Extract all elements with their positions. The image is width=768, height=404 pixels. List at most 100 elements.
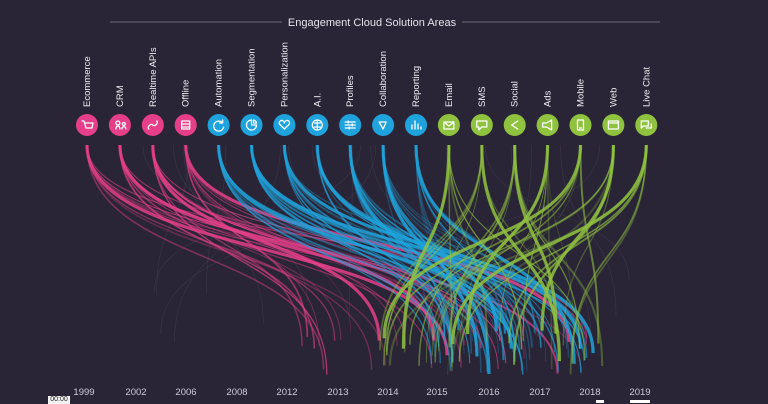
flow-curve bbox=[481, 144, 555, 334]
category-label: Ads bbox=[543, 90, 554, 107]
flow-curve bbox=[446, 144, 461, 298]
flow-curve bbox=[465, 144, 550, 335]
users-icon bbox=[115, 120, 127, 130]
year-label: 2014 bbox=[377, 387, 398, 398]
flow-curve bbox=[152, 144, 398, 347]
flow-curve bbox=[142, 144, 427, 310]
year-label: 2016 bbox=[478, 387, 499, 398]
year-label: 2013 bbox=[327, 387, 348, 398]
icon-circle[interactable] bbox=[437, 114, 460, 136]
heart-icon bbox=[278, 119, 291, 130]
year-label: 2015 bbox=[426, 387, 447, 398]
flow-curve bbox=[119, 144, 433, 368]
category-labels: Ecommerce CRM Realtime APIs Offline Automati… bbox=[82, 42, 652, 107]
category-icon-button[interactable] bbox=[76, 114, 98, 136]
category-label: Segmentation bbox=[247, 48, 258, 107]
flow-curve bbox=[154, 144, 361, 292]
flow-curve bbox=[311, 144, 575, 346]
flow-curve bbox=[437, 144, 581, 352]
category-icon-button[interactable] bbox=[602, 114, 625, 136]
category-label: Email bbox=[444, 83, 455, 107]
category-label: Personalization bbox=[279, 42, 290, 107]
video-progress-fill[interactable] bbox=[630, 400, 650, 403]
icon-circle[interactable] bbox=[635, 114, 658, 136]
flow-curve bbox=[172, 144, 308, 303]
category-icon-button[interactable] bbox=[372, 114, 395, 136]
flow-curve bbox=[156, 144, 190, 295]
category-icon-button[interactable] bbox=[437, 114, 460, 136]
icon-circle[interactable] bbox=[207, 114, 230, 136]
flow-curve bbox=[316, 144, 582, 373]
envelope-icon bbox=[443, 121, 455, 130]
flow-curve bbox=[431, 144, 615, 338]
icon-circle[interactable] bbox=[470, 114, 493, 136]
api-link-icon bbox=[147, 120, 158, 130]
year-label: 1999 bbox=[73, 387, 94, 398]
category-icon-button[interactable] bbox=[240, 114, 263, 136]
category-icon-button[interactable] bbox=[635, 114, 658, 136]
year-label: 2018 bbox=[579, 387, 600, 398]
flow-curve bbox=[546, 144, 553, 370]
icon-circle[interactable] bbox=[76, 114, 98, 136]
flow-curve bbox=[579, 144, 600, 344]
flow-curve bbox=[249, 144, 583, 349]
flow-curve bbox=[508, 144, 648, 344]
network-icon bbox=[378, 121, 387, 130]
flow-curve bbox=[348, 144, 354, 315]
category-icon-button[interactable] bbox=[503, 114, 526, 136]
flow-curve bbox=[490, 144, 532, 359]
category-label: Mobile bbox=[576, 79, 587, 107]
category-icon-button[interactable] bbox=[141, 114, 164, 136]
flow-curve bbox=[174, 144, 281, 342]
flow-curve bbox=[409, 144, 615, 345]
flow-curve bbox=[349, 144, 446, 337]
category-label: Offline bbox=[181, 80, 192, 107]
flow-curve bbox=[250, 144, 517, 350]
flow-curve bbox=[448, 144, 523, 350]
icon-circle[interactable] bbox=[569, 114, 592, 136]
flow-curve bbox=[183, 144, 264, 324]
flow-curve bbox=[382, 144, 431, 352]
year-axis: 1999 2002 2006 2008 2012 2013 2014 2015 2016 2017… bbox=[73, 387, 650, 398]
flow-curve bbox=[512, 144, 615, 365]
flow-curve bbox=[513, 144, 558, 334]
icon-circle[interactable] bbox=[503, 114, 526, 136]
category-label: Automation bbox=[214, 59, 225, 107]
category-icon-button[interactable] bbox=[569, 114, 592, 136]
flow-curve bbox=[283, 144, 499, 353]
category-icon-button[interactable] bbox=[470, 114, 493, 136]
icon-circle[interactable] bbox=[405, 114, 427, 136]
category-icon-button[interactable] bbox=[174, 114, 197, 136]
category-icon-button[interactable] bbox=[339, 114, 362, 136]
flow-curve bbox=[316, 144, 588, 358]
video-progress-marker[interactable] bbox=[596, 400, 604, 403]
flow-curve bbox=[451, 144, 648, 345]
flow-curve bbox=[560, 144, 617, 317]
category-icon-button[interactable] bbox=[536, 114, 559, 136]
year-label: 2017 bbox=[529, 387, 550, 398]
icon-circle[interactable] bbox=[273, 114, 296, 136]
flow-curve bbox=[395, 144, 600, 303]
share-icon bbox=[511, 120, 519, 130]
chat-bubble-icon bbox=[476, 120, 488, 131]
flow-curve bbox=[283, 144, 490, 349]
category-icon-button[interactable] bbox=[306, 114, 329, 136]
icon-circle[interactable] bbox=[108, 114, 131, 136]
flow-curve bbox=[447, 144, 488, 342]
category-icon-button[interactable] bbox=[405, 114, 427, 136]
category-icons bbox=[76, 114, 658, 136]
category-icon-button[interactable] bbox=[273, 114, 296, 136]
flow-curve bbox=[450, 144, 615, 372]
year-label: 2008 bbox=[226, 387, 247, 398]
category-icon-button[interactable] bbox=[108, 114, 131, 136]
icon-circle[interactable] bbox=[372, 114, 395, 136]
flow-curve bbox=[119, 144, 342, 341]
icon-circle[interactable] bbox=[536, 114, 559, 136]
flow-curve bbox=[383, 144, 483, 366]
diagram-title: Engagement Cloud Solution Areas bbox=[288, 17, 457, 29]
icon-circle[interactable] bbox=[174, 114, 197, 136]
category-icon-button[interactable] bbox=[207, 114, 230, 136]
flow-curve bbox=[404, 144, 450, 353]
icon-circle[interactable] bbox=[602, 114, 625, 136]
